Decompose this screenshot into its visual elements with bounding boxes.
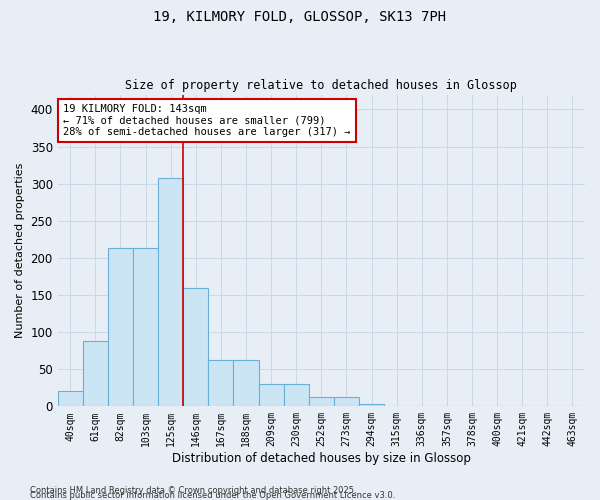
- Bar: [334, 398, 359, 406]
- Bar: [359, 404, 384, 406]
- Bar: [133, 248, 158, 406]
- Bar: [83, 341, 108, 406]
- Bar: [233, 360, 259, 406]
- Bar: [284, 384, 309, 406]
- X-axis label: Distribution of detached houses by size in Glossop: Distribution of detached houses by size …: [172, 452, 471, 465]
- Y-axis label: Number of detached properties: Number of detached properties: [15, 163, 25, 338]
- Text: 19, KILMORY FOLD, GLOSSOP, SK13 7PH: 19, KILMORY FOLD, GLOSSOP, SK13 7PH: [154, 10, 446, 24]
- Text: Contains public sector information licensed under the Open Government Licence v3: Contains public sector information licen…: [30, 491, 395, 500]
- Title: Size of property relative to detached houses in Glossop: Size of property relative to detached ho…: [125, 79, 517, 92]
- Text: 19 KILMORY FOLD: 143sqm
← 71% of detached houses are smaller (799)
28% of semi-d: 19 KILMORY FOLD: 143sqm ← 71% of detache…: [63, 104, 350, 137]
- Bar: [259, 384, 284, 406]
- Bar: [58, 392, 83, 406]
- Bar: [183, 288, 208, 406]
- Bar: [108, 248, 133, 406]
- Bar: [309, 398, 334, 406]
- Bar: [158, 178, 183, 406]
- Text: Contains HM Land Registry data © Crown copyright and database right 2025.: Contains HM Land Registry data © Crown c…: [30, 486, 356, 495]
- Bar: [208, 360, 233, 406]
